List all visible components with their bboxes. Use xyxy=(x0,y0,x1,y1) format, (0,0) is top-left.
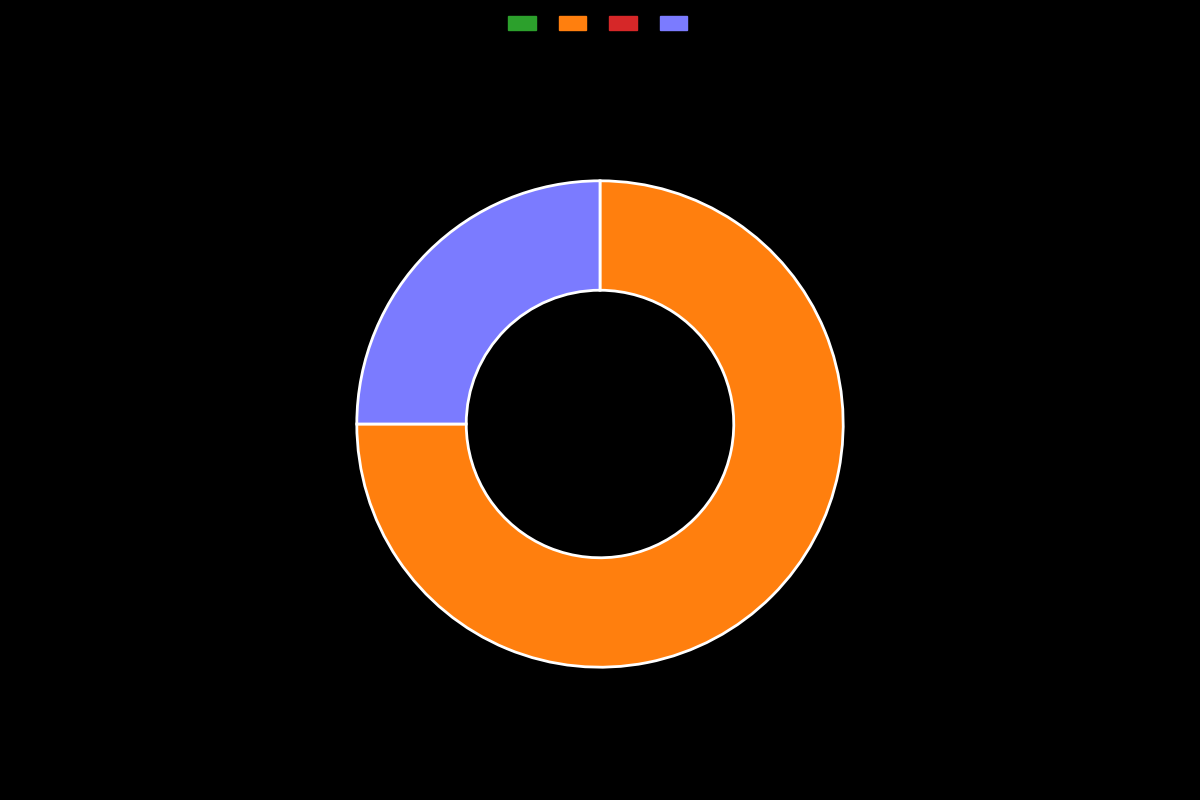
Wedge shape xyxy=(356,181,600,424)
Legend: , , , : , , , xyxy=(504,12,696,36)
Wedge shape xyxy=(356,181,844,667)
